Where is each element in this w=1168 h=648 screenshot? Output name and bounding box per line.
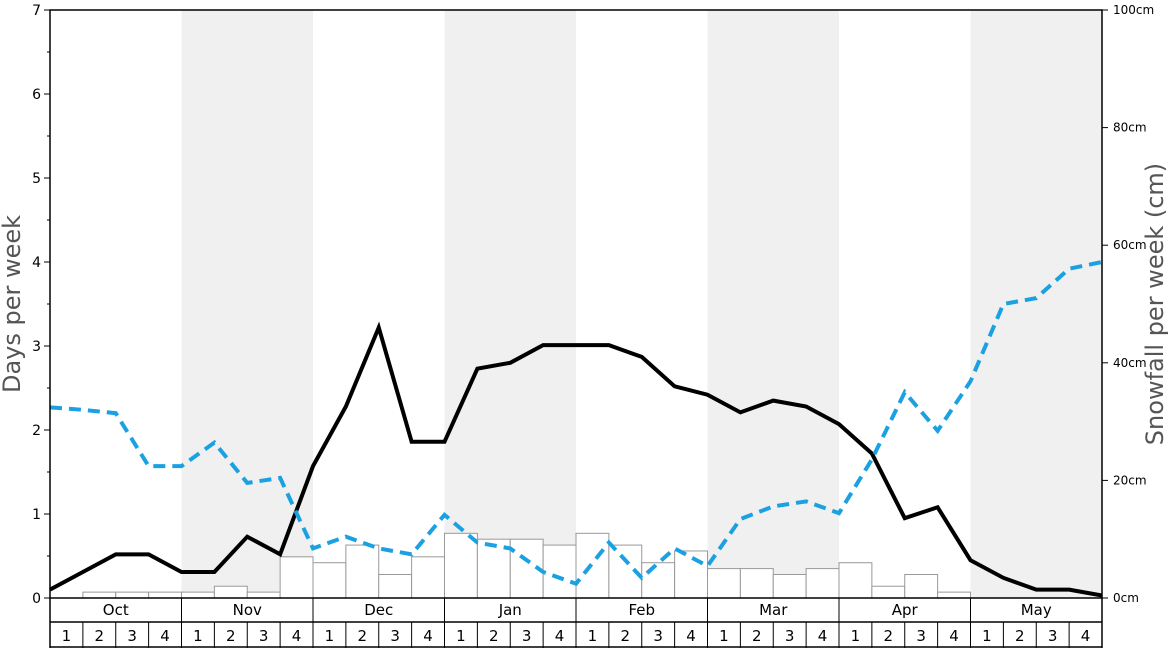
snowfall-bar xyxy=(312,562,347,599)
week-label: 1 xyxy=(588,627,598,645)
snowfall-bar xyxy=(772,573,807,599)
snowfall-bar xyxy=(246,591,281,599)
month-label: Nov xyxy=(233,601,262,619)
right-tick-label: 100cm xyxy=(1113,3,1154,17)
week-label: 1 xyxy=(982,627,992,645)
week-label: 3 xyxy=(1048,627,1058,645)
month-band-mar xyxy=(707,10,839,598)
snowfall-bar xyxy=(707,568,741,599)
week-label: 1 xyxy=(62,627,72,645)
week-label: 1 xyxy=(193,627,203,645)
left-tick-label: 4 xyxy=(32,255,41,271)
week-label: 3 xyxy=(522,627,532,645)
right-tick-label: 20cm xyxy=(1113,473,1147,487)
week-label: 4 xyxy=(292,627,302,645)
snowfall-bar xyxy=(181,591,215,599)
snowfall-bar xyxy=(345,544,380,599)
snowfall-bar xyxy=(542,544,577,599)
week-label: 2 xyxy=(752,627,762,645)
week-label: 3 xyxy=(259,627,269,645)
snowfall-bar xyxy=(411,556,445,599)
snowfall-bar xyxy=(213,585,248,599)
left-tick-label: 0 xyxy=(32,591,41,607)
left-tick-label: 3 xyxy=(32,339,41,355)
week-label: 2 xyxy=(358,627,368,645)
month-label: Dec xyxy=(364,601,393,619)
snowfall-bar xyxy=(674,550,708,599)
left-axis-title: Days per week xyxy=(0,215,26,393)
week-label: 1 xyxy=(456,627,466,645)
week-label: 2 xyxy=(95,627,105,645)
snowfall-bar xyxy=(937,591,971,599)
snowfall-bar xyxy=(641,562,676,599)
right-axis-title: Snowfall per week (cm) xyxy=(1141,163,1168,445)
right-tick-label: 40cm xyxy=(1113,356,1147,370)
snowfall-bar xyxy=(444,532,478,599)
left-axis: 0 1 2 3 4 5 6 7 xyxy=(32,3,50,607)
week-label: 3 xyxy=(127,627,137,645)
snowfall-bar xyxy=(82,591,117,599)
x-axis-months-weeks: Oct 1 2 3 4 Nov 1 2 3 4 Dec 1 2 3 4 Jan 1 2 3 4 Feb 1 2 3 4 Mar 1 2… xyxy=(49,598,1103,648)
week-label: 4 xyxy=(160,627,170,645)
week-label: 4 xyxy=(818,627,828,645)
week-label: 1 xyxy=(851,627,861,645)
week-label: 4 xyxy=(1081,627,1091,645)
left-tick-label: 2 xyxy=(32,423,41,439)
right-tick-label: 80cm xyxy=(1113,121,1147,135)
week-label: 3 xyxy=(785,627,795,645)
right-tick-label: 0cm xyxy=(1113,591,1139,605)
snowfall-bar xyxy=(378,573,413,599)
dashed-blue-line xyxy=(49,260,1103,587)
snowfall-bar xyxy=(805,568,840,599)
left-tick-label: 5 xyxy=(32,171,41,187)
week-label: 3 xyxy=(653,627,663,645)
left-tick-label: 6 xyxy=(32,87,41,103)
week-label: 2 xyxy=(1015,627,1025,645)
month-label: Jan xyxy=(498,601,522,619)
week-label: 2 xyxy=(489,627,499,645)
month-band-nov xyxy=(181,10,313,598)
month-band-jan xyxy=(444,10,576,598)
week-label: 2 xyxy=(884,627,894,645)
week-label: 4 xyxy=(949,627,959,645)
solid-black-line xyxy=(49,321,1103,598)
week-label: 3 xyxy=(916,627,926,645)
snowfall-bar xyxy=(871,585,906,599)
right-axis: 0cm 20cm 40cm 60cm 80cm 100cm xyxy=(1102,3,1154,605)
week-label: 4 xyxy=(686,627,696,645)
month-label: Oct xyxy=(103,601,129,619)
week-label: 3 xyxy=(390,627,400,645)
month-band-may xyxy=(970,10,1102,598)
week-label: 2 xyxy=(226,627,236,645)
week-label: 1 xyxy=(719,627,729,645)
snowfall-bar xyxy=(739,568,774,599)
snowfall-bar xyxy=(904,573,939,599)
month-label: Mar xyxy=(759,601,788,619)
day-lines xyxy=(49,260,1103,598)
week-label: 1 xyxy=(325,627,335,645)
snowfall-bar xyxy=(838,562,873,599)
week-label: 2 xyxy=(621,627,631,645)
left-tick-label: 1 xyxy=(32,507,41,523)
month-label: Apr xyxy=(892,601,919,619)
month-shading-bands xyxy=(181,10,1102,598)
snowfall-bar xyxy=(115,591,150,599)
right-tick-label: 60cm xyxy=(1113,238,1147,252)
month-label: May xyxy=(1021,601,1052,619)
snowfall-bar xyxy=(148,591,182,599)
left-tick-label: 7 xyxy=(32,3,41,19)
snowfall-bar xyxy=(279,556,314,599)
week-label: 4 xyxy=(555,627,565,645)
month-label: Feb xyxy=(628,601,655,619)
week-label: 4 xyxy=(423,627,433,645)
